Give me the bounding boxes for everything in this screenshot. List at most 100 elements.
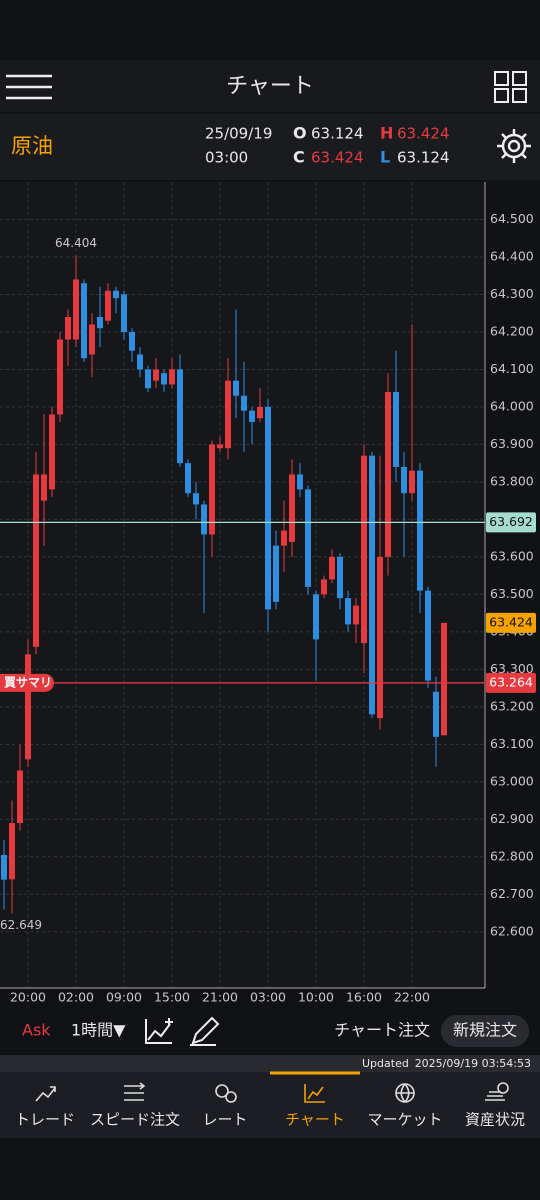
candle-body: [169, 369, 175, 385]
candle-body: [65, 316, 71, 340]
high-label: H: [380, 124, 393, 143]
candle-body: [417, 470, 423, 591]
candle-body: [441, 622, 447, 736]
candle-body: [81, 283, 87, 359]
candle-body: [297, 474, 303, 490]
candle-body: [73, 279, 79, 340]
candle-body: [425, 590, 431, 681]
bottom-nav: [0, 1072, 540, 1138]
status-label: Updated: [362, 1057, 409, 1070]
candle-body: [185, 463, 191, 494]
candle-body: [313, 594, 319, 640]
y-tick-label: 64.500: [490, 211, 534, 226]
candle-body: [25, 654, 31, 760]
date: 25/09/19: [205, 125, 272, 143]
nav-item[interactable]: チャート: [285, 1111, 345, 1129]
menu-button[interactable]: [6, 74, 52, 100]
candle-body: [369, 455, 375, 715]
candle-body: [321, 579, 327, 595]
draw-button[interactable]: [190, 1016, 220, 1046]
speed-icon: [124, 1082, 146, 1101]
y-tick-label: 64.200: [490, 323, 534, 338]
x-tick-label: 15:00: [154, 990, 190, 1005]
chart-order-button[interactable]: チャート注文: [334, 1021, 430, 1040]
candle-body: [121, 294, 127, 332]
candle-body: [257, 406, 263, 419]
candle-body: [89, 324, 95, 355]
y-tick-label: 62.700: [490, 886, 534, 901]
candle-body: [33, 474, 39, 647]
status-bar: [0, 1055, 540, 1072]
candle-body: [385, 391, 391, 557]
x-tick-label: 10:00: [298, 990, 334, 1005]
candle-body: [137, 354, 143, 370]
y-tick-label: 63.500: [490, 586, 534, 601]
y-tick-label: 62.800: [490, 848, 534, 863]
x-tick-label: 22:00: [394, 990, 430, 1005]
y-tick-label: 63.600: [490, 548, 534, 563]
candle-body: [281, 530, 287, 546]
y-tick-label: 62.900: [490, 811, 534, 826]
y-tick-label: 64.100: [490, 361, 534, 376]
level-name: 買サマリ: [4, 675, 52, 689]
y-tick-label: 64.300: [490, 286, 534, 301]
layout-button[interactable]: [494, 71, 527, 103]
candle-body: [57, 339, 63, 415]
candle-body: [145, 369, 151, 389]
candle-body: [329, 556, 335, 580]
nav-item[interactable]: 資産状況: [465, 1111, 525, 1129]
candle-body: [401, 466, 407, 494]
settings-button[interactable]: [497, 129, 531, 163]
new-order-button[interactable]: 新規注文: [453, 1021, 517, 1040]
status-timestamp: 2025/09/19 03:54:53: [415, 1057, 531, 1070]
candle-body: [49, 414, 55, 490]
y-tick-label: 63.000: [490, 773, 534, 788]
new-order-bg[interactable]: [441, 1015, 529, 1047]
candle-body: [129, 331, 135, 351]
chart-icon: [304, 1084, 325, 1103]
nav-item[interactable]: マーケット: [367, 1111, 442, 1129]
candle-body: [393, 391, 399, 467]
trade-icon: [35, 1086, 56, 1102]
nav-item[interactable]: スピード注文: [90, 1111, 180, 1129]
close-label: C: [293, 148, 305, 167]
price-tag-label: 63.692: [489, 514, 533, 529]
y-tick-label: 63.300: [490, 661, 534, 676]
price-tag: [486, 512, 536, 533]
interval-button[interactable]: 1時間▼: [71, 1021, 126, 1040]
candle-body: [217, 444, 223, 449]
side-label: Ask: [22, 1021, 51, 1040]
candle-body: [433, 691, 439, 737]
y-tick-label: 63.900: [490, 436, 534, 451]
candle-body: [377, 556, 383, 719]
candle-body: [41, 474, 47, 501]
nav-item[interactable]: レート: [202, 1111, 247, 1129]
indicator-button[interactable]: [145, 1018, 173, 1044]
price-tag: [486, 612, 536, 633]
candle-body: [193, 493, 199, 505]
low-annotation: 62.649: [0, 918, 42, 932]
y-tick-label: 63.200: [490, 698, 534, 713]
open-label: O: [293, 124, 307, 143]
candle-body: [249, 410, 255, 422]
candle-body: [113, 290, 119, 299]
x-tick-label: 21:00: [202, 990, 238, 1005]
candle-body: [225, 380, 231, 449]
low-value: 63.124: [397, 149, 450, 167]
low-label: L: [380, 148, 390, 167]
rate-icon: [215, 1084, 229, 1098]
info-bar: [0, 114, 540, 180]
candle-body: [1, 854, 7, 880]
open-value: 63.124: [311, 125, 364, 143]
x-tick-label: 02:00: [58, 990, 94, 1005]
candle-body: [289, 474, 295, 542]
nav-item[interactable]: トレード: [15, 1111, 75, 1129]
time: 03:00: [205, 149, 248, 167]
symbol: 原油: [11, 134, 53, 158]
x-tick-label: 16:00: [346, 990, 382, 1005]
candle-body: [361, 455, 367, 644]
candle-body: [353, 605, 359, 625]
candle-body: [201, 504, 207, 535]
